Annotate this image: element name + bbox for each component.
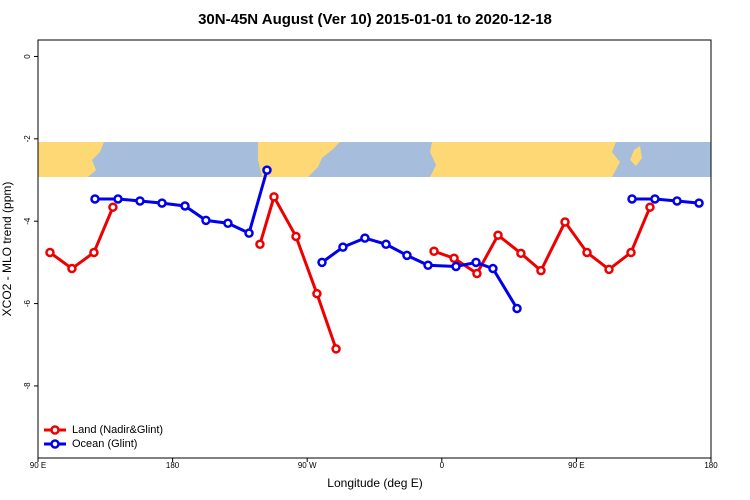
data-point [312, 288, 322, 299]
data-point [331, 344, 341, 354]
data-point [493, 230, 503, 240]
data-point [451, 261, 461, 272]
data-point [255, 239, 265, 250]
data-point [516, 248, 526, 259]
map-land [38, 142, 104, 177]
data-point [291, 231, 301, 242]
data-point [645, 202, 655, 212]
world-map-strip [38, 142, 711, 177]
map-land [630, 146, 642, 166]
legend-swatch-marker [50, 425, 60, 435]
data-point [269, 192, 279, 202]
data-point [89, 247, 99, 258]
data-point [201, 215, 211, 226]
data-point [157, 198, 167, 208]
data-point [560, 217, 570, 227]
series-line [258, 193, 338, 350]
data-point [536, 265, 546, 276]
data-point [604, 264, 614, 275]
data-point [180, 201, 190, 211]
map-land [258, 142, 340, 177]
data-point [67, 263, 77, 274]
data-point [429, 246, 439, 257]
x-tick-label: 0 [440, 461, 445, 470]
x-tick-label: 90 E [568, 461, 584, 470]
data-point [90, 194, 100, 204]
data-point [672, 196, 682, 206]
data-point [512, 303, 522, 314]
data-point [449, 253, 459, 264]
y-tick-label: -2 [23, 135, 32, 143]
legend-label: Ocean (Glint) [72, 438, 137, 450]
legend-swatch-marker [50, 439, 60, 449]
data-point [471, 257, 481, 268]
y-tick-label: -8 [23, 382, 32, 390]
data-point [360, 233, 370, 243]
data-point [135, 196, 145, 206]
data-point [381, 239, 391, 250]
data-point [108, 202, 118, 212]
y-tick-label: -4 [23, 217, 32, 225]
plot-frame [37, 39, 712, 459]
data-point [244, 228, 254, 238]
data-point [402, 250, 412, 261]
data-point [472, 268, 482, 279]
x-tick-label: 90 E [30, 461, 46, 470]
legend-label: Land (Nadir&Glint) [72, 424, 163, 436]
data-point [627, 194, 637, 204]
data-point [626, 247, 636, 258]
y-tick-label: 0 [23, 54, 32, 59]
chart-title: 30N-45N August (Ver 10) 2015-01-01 to 20… [198, 11, 552, 28]
series-line [321, 236, 519, 310]
data-point [338, 242, 348, 252]
data-point [262, 165, 272, 175]
series-line [632, 197, 700, 205]
x-tick-label: 90 W [298, 461, 317, 470]
data-point [423, 260, 433, 271]
data-point [694, 198, 704, 208]
map-land [430, 142, 620, 177]
data-point [113, 194, 123, 204]
data-point [488, 263, 498, 274]
series-line [49, 206, 115, 271]
data-point [223, 218, 233, 229]
data-point [650, 194, 660, 204]
y-tick-label: -6 [23, 299, 32, 307]
x-axis-label: Longitude (deg E) [327, 476, 422, 490]
y-axis-label: XCO2 - MLO trend (ppm) [0, 182, 14, 317]
x-tick-label: 180 [704, 461, 718, 470]
data-point [582, 247, 592, 258]
data-point [317, 257, 327, 268]
x-tick-label: 180 [166, 461, 180, 470]
data-point [45, 247, 55, 258]
